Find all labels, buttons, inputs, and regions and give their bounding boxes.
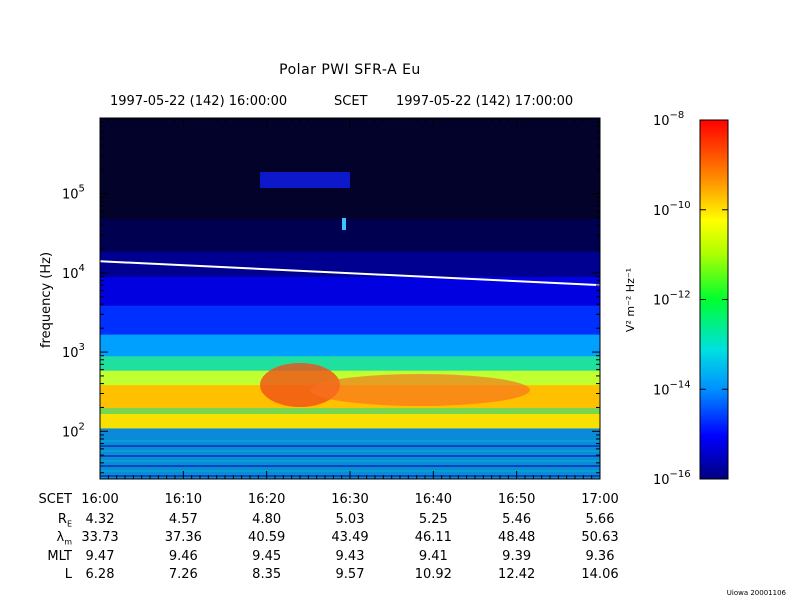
ephemeris-row-label: λm (56, 530, 73, 547)
ephemeris-value: 40.59 (248, 530, 286, 545)
ephemeris-value: 8.35 (252, 567, 282, 582)
colorbar-label: V² m⁻² Hz⁻¹ (624, 268, 637, 332)
ephemeris-value: 16:10 (164, 492, 203, 507)
colorbar-tick-label: 10−12 (653, 290, 691, 309)
spectrogram-band (100, 408, 600, 414)
spectrogram-band (100, 414, 600, 429)
generation-stamp: Uiowa 20001106 (726, 589, 786, 597)
header-scet-label: SCET (334, 94, 368, 109)
ephemeris-value: 16:00 (81, 492, 119, 507)
emission-burst (260, 172, 350, 188)
ephemeris-value: 16:20 (247, 492, 286, 507)
ephemeris-row-label: MLT (47, 549, 72, 564)
ephemeris-value: 12.42 (498, 567, 536, 582)
colorbar-tick-label: 10−16 (653, 469, 691, 488)
spectrogram-band (100, 219, 600, 253)
ephemeris-value: 43.49 (331, 530, 369, 545)
ephemeris-row-label: L (64, 567, 72, 582)
chart-title: Polar PWI SFR-A Eu (279, 62, 421, 78)
ephemeris-value: 9.45 (252, 549, 282, 564)
ephemeris-value: 9.47 (85, 549, 115, 564)
ephemeris-value: 33.73 (81, 530, 119, 545)
emission-burst (342, 218, 346, 230)
spectrogram-stripe (100, 455, 600, 457)
ephemeris-value: 9.43 (335, 549, 365, 564)
ephemeris-value: 5.03 (335, 512, 365, 527)
ephemeris-row-label: SCET (38, 492, 72, 507)
spectrogram-band (100, 118, 600, 220)
ephemeris-value: 17:00 (581, 492, 619, 507)
ephemeris-value: 6.28 (85, 567, 115, 582)
ephemeris-value: 14.06 (581, 567, 619, 582)
ephemeris-value: 4.32 (85, 512, 115, 527)
ephemeris-value: 16:30 (331, 492, 369, 507)
gyrofrequency-line (99, 260, 601, 287)
spectrogram-stripe (100, 460, 600, 462)
ephemeris-value: 9.41 (418, 549, 448, 564)
ephemeris-value: 9.46 (168, 549, 198, 564)
spectrogram-band (100, 305, 600, 336)
spectrogram-stripe (100, 465, 600, 467)
spectrogram-stripe (100, 445, 600, 447)
spectrogram-band (100, 334, 600, 357)
ephemeris-value: 5.25 (418, 512, 448, 527)
colorbar-tick-label: 10−8 (653, 110, 684, 129)
ephemeris-value: 16:50 (497, 492, 536, 507)
ephemeris-value: 48.48 (498, 530, 536, 545)
ephemeris-value: 50.63 (581, 530, 619, 545)
spectrogram-band (100, 356, 600, 372)
ephemeris-value: 5.46 (502, 512, 532, 527)
ephemeris-value: 9.39 (502, 549, 532, 564)
colorbar-tick-label: 10−14 (653, 379, 691, 398)
ephemeris-value: 16:40 (414, 492, 453, 507)
spectrogram-stripe (100, 440, 600, 442)
colorbar-tick-label: 10−10 (653, 200, 691, 219)
header-end-time: 1997-05-22 (142) 17:00:00 (396, 94, 574, 109)
ephemeris-value: 4.57 (168, 512, 198, 527)
ephemeris-value: 5.66 (585, 512, 615, 527)
x-axis (99, 118, 601, 479)
y-axis-label: frequency (Hz) (39, 252, 54, 348)
ephemeris-value: 46.11 (414, 530, 452, 545)
ephemeris-value: 4.80 (252, 512, 282, 527)
ephemeris-value: 9.36 (585, 549, 615, 564)
spectrogram-image (100, 118, 600, 479)
ephemeris-value: 10.92 (414, 567, 452, 582)
intensity-patch (310, 374, 530, 406)
ephemeris-value: 7.26 (168, 567, 198, 582)
header-start-time: 1997-05-22 (142) 16:00:00 (110, 94, 288, 109)
ephemeris-value: 37.36 (164, 530, 202, 545)
ephemeris-value: 9.57 (335, 567, 365, 582)
ephemeris-row-label: RE (57, 512, 72, 529)
spectrogram-stripe (100, 450, 600, 452)
